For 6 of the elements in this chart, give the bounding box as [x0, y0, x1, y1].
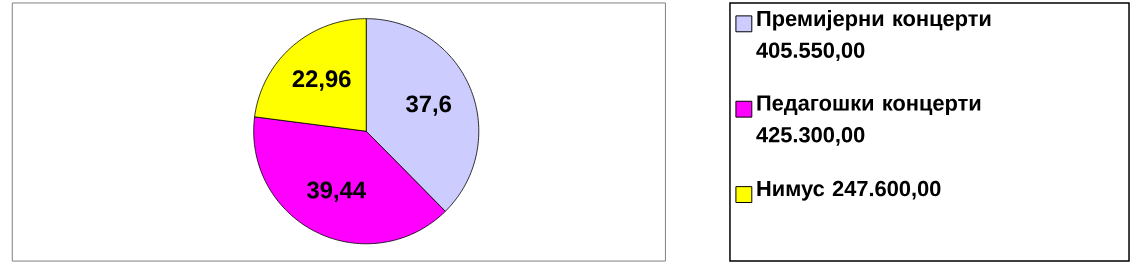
legend-label: Нимус 247.600,00: [757, 180, 941, 201]
data-label: 22,96: [292, 70, 351, 91]
legend-label: Педагошки концерти 425.300,00: [756, 95, 981, 146]
data-label: 39,44: [307, 181, 366, 202]
legend-label: Премијерни концерти 405.550,00: [756, 10, 991, 62]
data-label: 37,6: [406, 95, 452, 116]
